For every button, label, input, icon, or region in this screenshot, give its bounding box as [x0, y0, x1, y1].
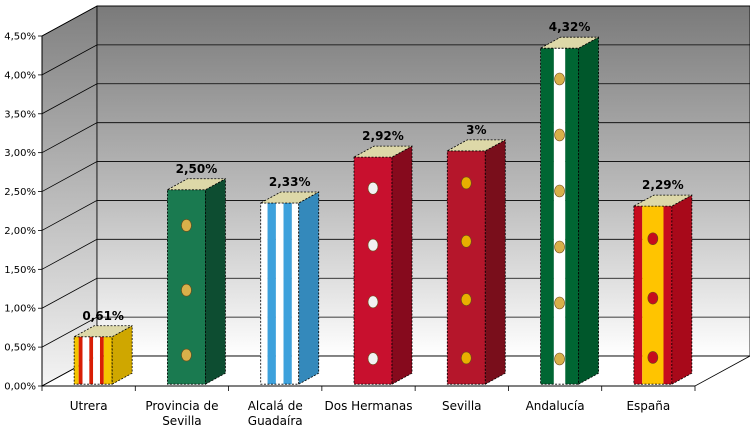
y-tick-label: 1,50% [4, 265, 36, 276]
y-tick-label: 3,50% [4, 109, 36, 120]
x-tick-label: Alcalá de [248, 399, 303, 413]
bar-emblem [647, 232, 659, 246]
bar-emblem [460, 351, 472, 365]
bar-front-stripe [89, 336, 94, 385]
bar-top [260, 191, 319, 204]
data-label: 2,29% [642, 178, 684, 192]
bar-emblem [460, 234, 472, 248]
bar-top [353, 145, 413, 158]
bar-front-stripe [354, 157, 392, 385]
bar-top [167, 178, 226, 191]
bar-front-stripe [74, 336, 79, 385]
bar-side [391, 145, 413, 385]
bar-front-stripe [633, 206, 643, 385]
bar-front-stripe [565, 48, 579, 385]
bar-emblem [460, 293, 472, 306]
bar-emblem [181, 219, 192, 232]
gridline [41, 277, 750, 309]
bar-front-stripe [93, 336, 100, 385]
data-label: 2,33% [269, 175, 311, 189]
bar-front-stripe [82, 336, 90, 385]
x-tick-label: Andalucía [526, 399, 585, 413]
gridline [41, 83, 750, 115]
bar-emblem [554, 128, 565, 142]
gridline [41, 44, 750, 76]
bar-emblem [367, 182, 379, 195]
bar-emblem [554, 184, 565, 198]
y-tick-label: 0,50% [4, 343, 36, 354]
bar-side [671, 194, 693, 385]
data-label: 2,92% [362, 129, 404, 143]
bar-emblem [367, 238, 379, 252]
bar-front-stripe [267, 202, 276, 385]
bar-side [484, 139, 506, 385]
y-tick-label: 2,50% [4, 187, 36, 198]
data-label: 4,32% [549, 20, 591, 34]
bar-emblem [554, 296, 565, 310]
bar-front-stripe [103, 336, 113, 385]
x-tick-label: Sevilla [442, 399, 481, 413]
x-tick-label: Provincia de [145, 399, 218, 413]
bar-front-stripe [260, 202, 268, 385]
bar-front-stripe [275, 202, 284, 385]
bar-front-stripe [553, 48, 566, 385]
gridline [41, 122, 750, 154]
bar-emblem [647, 351, 659, 364]
bar-side [578, 36, 599, 385]
bar-front-stripe [663, 206, 672, 385]
bar-front-stripe [99, 336, 104, 385]
bar-emblem [367, 352, 379, 365]
gridline [41, 161, 750, 192]
bar-front-stripe [291, 202, 299, 385]
x-tick-label: Utrera [70, 399, 108, 413]
x-tick-label: Guadaíra [248, 414, 303, 428]
x-tick-label: Sevilla [162, 414, 201, 428]
x-tick-label: Dos Hermanas [324, 399, 412, 413]
y-tick-label: 4,00% [4, 70, 36, 81]
bar-front-stripe [283, 202, 292, 385]
data-label: 3% [466, 123, 486, 137]
bar-side [298, 191, 320, 385]
gridline [41, 238, 750, 270]
bar-top [540, 36, 599, 49]
bar-emblem [554, 72, 565, 86]
bar-emblem [367, 295, 379, 309]
bar-emblem [647, 291, 659, 305]
y-tick-label: 2,00% [4, 226, 36, 237]
bar-emblem [554, 352, 565, 366]
y-tick-label: 4,50% [4, 32, 36, 43]
bar-side [205, 178, 226, 385]
bar-emblem [181, 348, 192, 362]
bar-front-stripe [447, 150, 486, 385]
y-tick-label: 3,00% [4, 148, 36, 159]
bar-front-stripe [78, 336, 83, 385]
gridline [41, 200, 750, 231]
y-tick-label: 1,00% [4, 304, 36, 315]
gridline [41, 316, 750, 348]
data-label: 2,50% [176, 162, 218, 176]
plot-area: 0,00% 0,50% 1,00% 1,50% 2,00% 2,50% 3,00% 3,50%… [4, 5, 750, 428]
bar-top [73, 325, 133, 338]
bar-emblem [460, 176, 472, 190]
x-tick-label: España [626, 399, 670, 413]
bar-top [447, 139, 506, 152]
gridline [41, 5, 750, 37]
bar-emblem [554, 240, 565, 254]
bar-front-stripe [540, 48, 554, 385]
y-tick-label: 0,00% [4, 382, 36, 393]
bar-emblem [181, 283, 192, 297]
bar-top [633, 194, 693, 207]
data-label: 0,61% [82, 309, 124, 323]
